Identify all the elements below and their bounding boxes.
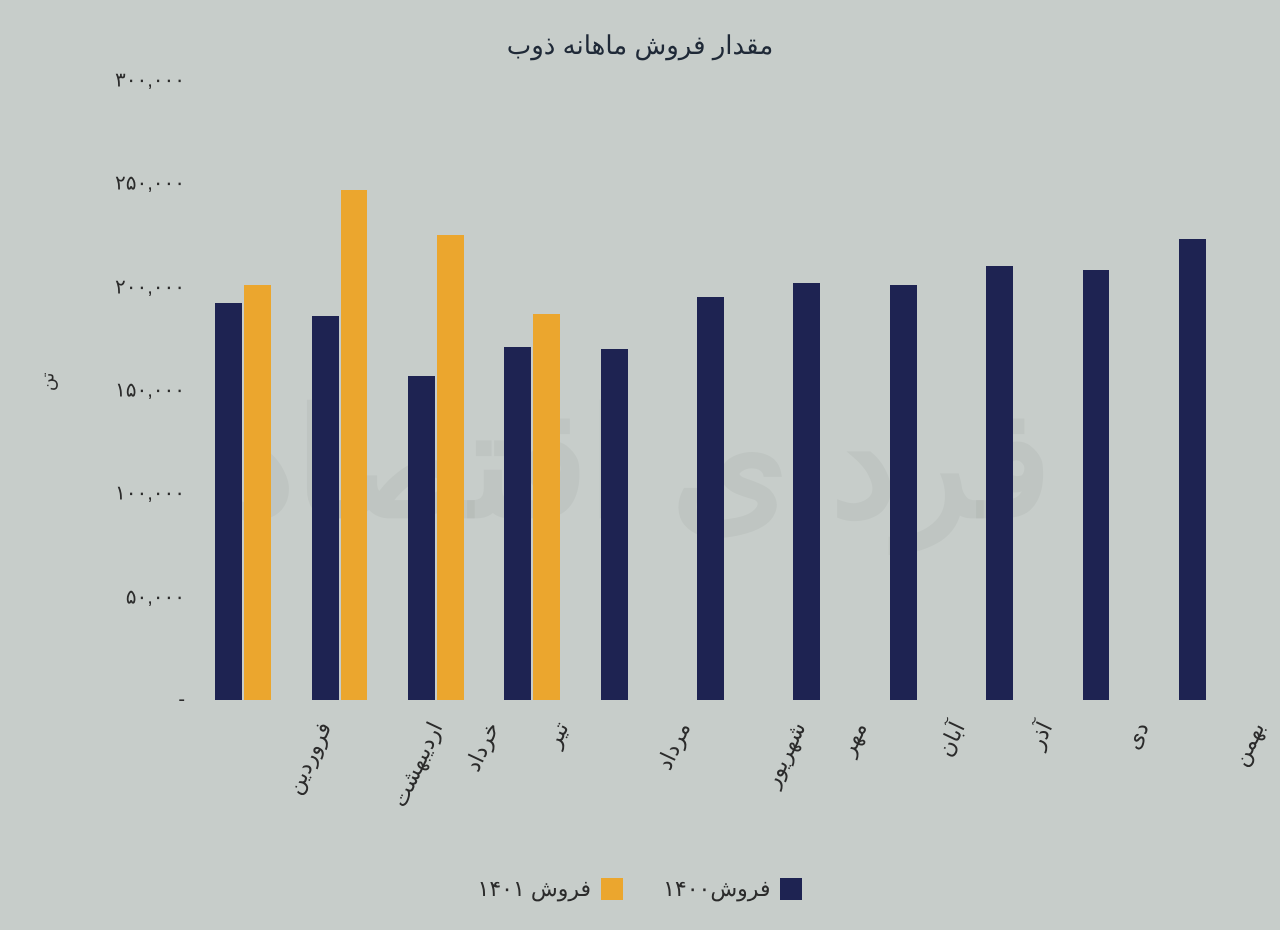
legend-swatch bbox=[780, 878, 802, 900]
chart-container: فردای اقتصاد مقدار فروش ماهانه ذوب تن -۵… bbox=[0, 0, 1280, 930]
bar bbox=[312, 316, 339, 700]
bar bbox=[601, 349, 628, 700]
bar bbox=[697, 297, 724, 700]
x-tick: مرداد bbox=[651, 718, 696, 774]
bar bbox=[986, 266, 1013, 700]
bar bbox=[1179, 239, 1206, 700]
x-tick: اردیبهشت bbox=[386, 718, 448, 811]
x-tick: خرداد bbox=[460, 718, 505, 776]
y-tick: ۵۰,۰۰۰ bbox=[126, 584, 185, 609]
y-tick: ۳۰۰,۰۰۰ bbox=[115, 68, 185, 93]
y-tick: ۱۵۰,۰۰۰ bbox=[115, 378, 185, 403]
bar bbox=[408, 376, 435, 700]
legend-label: فروش۱۴۰۰ bbox=[663, 876, 770, 902]
legend: فروش۱۴۰۰ فروش ۱۴۰۱ bbox=[0, 876, 1280, 902]
y-tick: - bbox=[178, 689, 185, 712]
bar bbox=[437, 235, 464, 700]
legend-swatch bbox=[601, 878, 623, 900]
y-tick: ۲۵۰,۰۰۰ bbox=[115, 171, 185, 196]
plot-area bbox=[195, 80, 1255, 700]
bar bbox=[215, 303, 242, 700]
bar bbox=[244, 285, 271, 700]
bar bbox=[1083, 270, 1110, 700]
legend-item: فروش ۱۴۰۱ bbox=[478, 876, 624, 902]
x-tick: آبان bbox=[932, 718, 970, 761]
x-tick: فروردین bbox=[281, 718, 337, 798]
chart-title: مقدار فروش ماهانه ذوب bbox=[0, 30, 1280, 61]
legend-label: فروش ۱۴۰۱ bbox=[478, 876, 592, 902]
bar bbox=[890, 285, 917, 700]
x-tick: بهمن bbox=[1227, 718, 1270, 770]
bar bbox=[793, 283, 820, 700]
x-tick: تیر bbox=[541, 718, 575, 752]
legend-item: فروش۱۴۰۰ bbox=[663, 876, 802, 902]
bar bbox=[341, 190, 368, 700]
y-axis-label: تن bbox=[38, 372, 59, 391]
x-tick: مهر bbox=[835, 718, 873, 760]
bar bbox=[533, 314, 560, 700]
y-tick: ۱۰۰,۰۰۰ bbox=[115, 481, 185, 506]
bar bbox=[504, 347, 531, 700]
x-tick: دی bbox=[1120, 718, 1155, 753]
x-tick: شهریور bbox=[759, 718, 812, 791]
y-tick: ۲۰۰,۰۰۰ bbox=[115, 274, 185, 299]
x-tick: آذر bbox=[1023, 718, 1058, 753]
